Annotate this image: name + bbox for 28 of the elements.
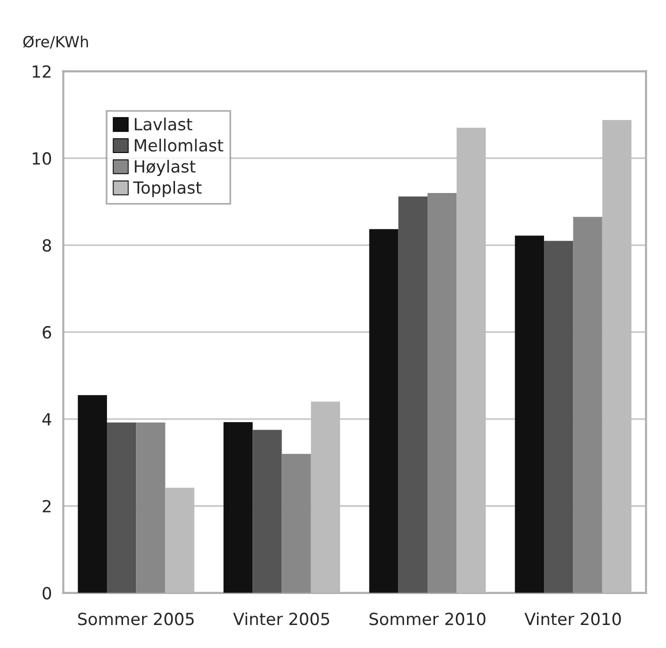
bar bbox=[398, 196, 428, 593]
legend-label: Topplast bbox=[133, 180, 202, 198]
y-tick-label: 6 bbox=[42, 326, 52, 339]
bar bbox=[573, 216, 602, 593]
bar bbox=[224, 422, 253, 593]
bar bbox=[282, 454, 311, 593]
x-tick-label: Sommer 2005 bbox=[78, 612, 194, 626]
y-tick-label: 4 bbox=[42, 413, 52, 426]
y-tick-label: 8 bbox=[42, 239, 52, 252]
bar bbox=[78, 395, 107, 593]
x-tick-label: Vinter 2005 bbox=[233, 612, 330, 626]
x-tick-label: Sommer 2010 bbox=[370, 612, 486, 626]
y-axis-title: Øre/KWh bbox=[23, 36, 88, 49]
y-tick-label: 2 bbox=[42, 500, 50, 512]
legend-label: Mellomlast bbox=[134, 138, 224, 152]
bar bbox=[136, 422, 166, 593]
bar bbox=[369, 229, 398, 593]
bar bbox=[544, 240, 574, 593]
y-tick-label: 10 bbox=[32, 152, 52, 165]
legend-label: Høylast bbox=[134, 160, 196, 176]
bar bbox=[252, 430, 282, 593]
bar bbox=[427, 192, 457, 593]
y-tick-label: 12 bbox=[32, 65, 50, 78]
y-tick-label: 0 bbox=[42, 586, 52, 600]
bar bbox=[106, 422, 136, 593]
legend-label: Lavlast bbox=[134, 118, 192, 130]
bar bbox=[514, 236, 544, 593]
x-tick-label: Vinter 2010 bbox=[524, 612, 621, 626]
